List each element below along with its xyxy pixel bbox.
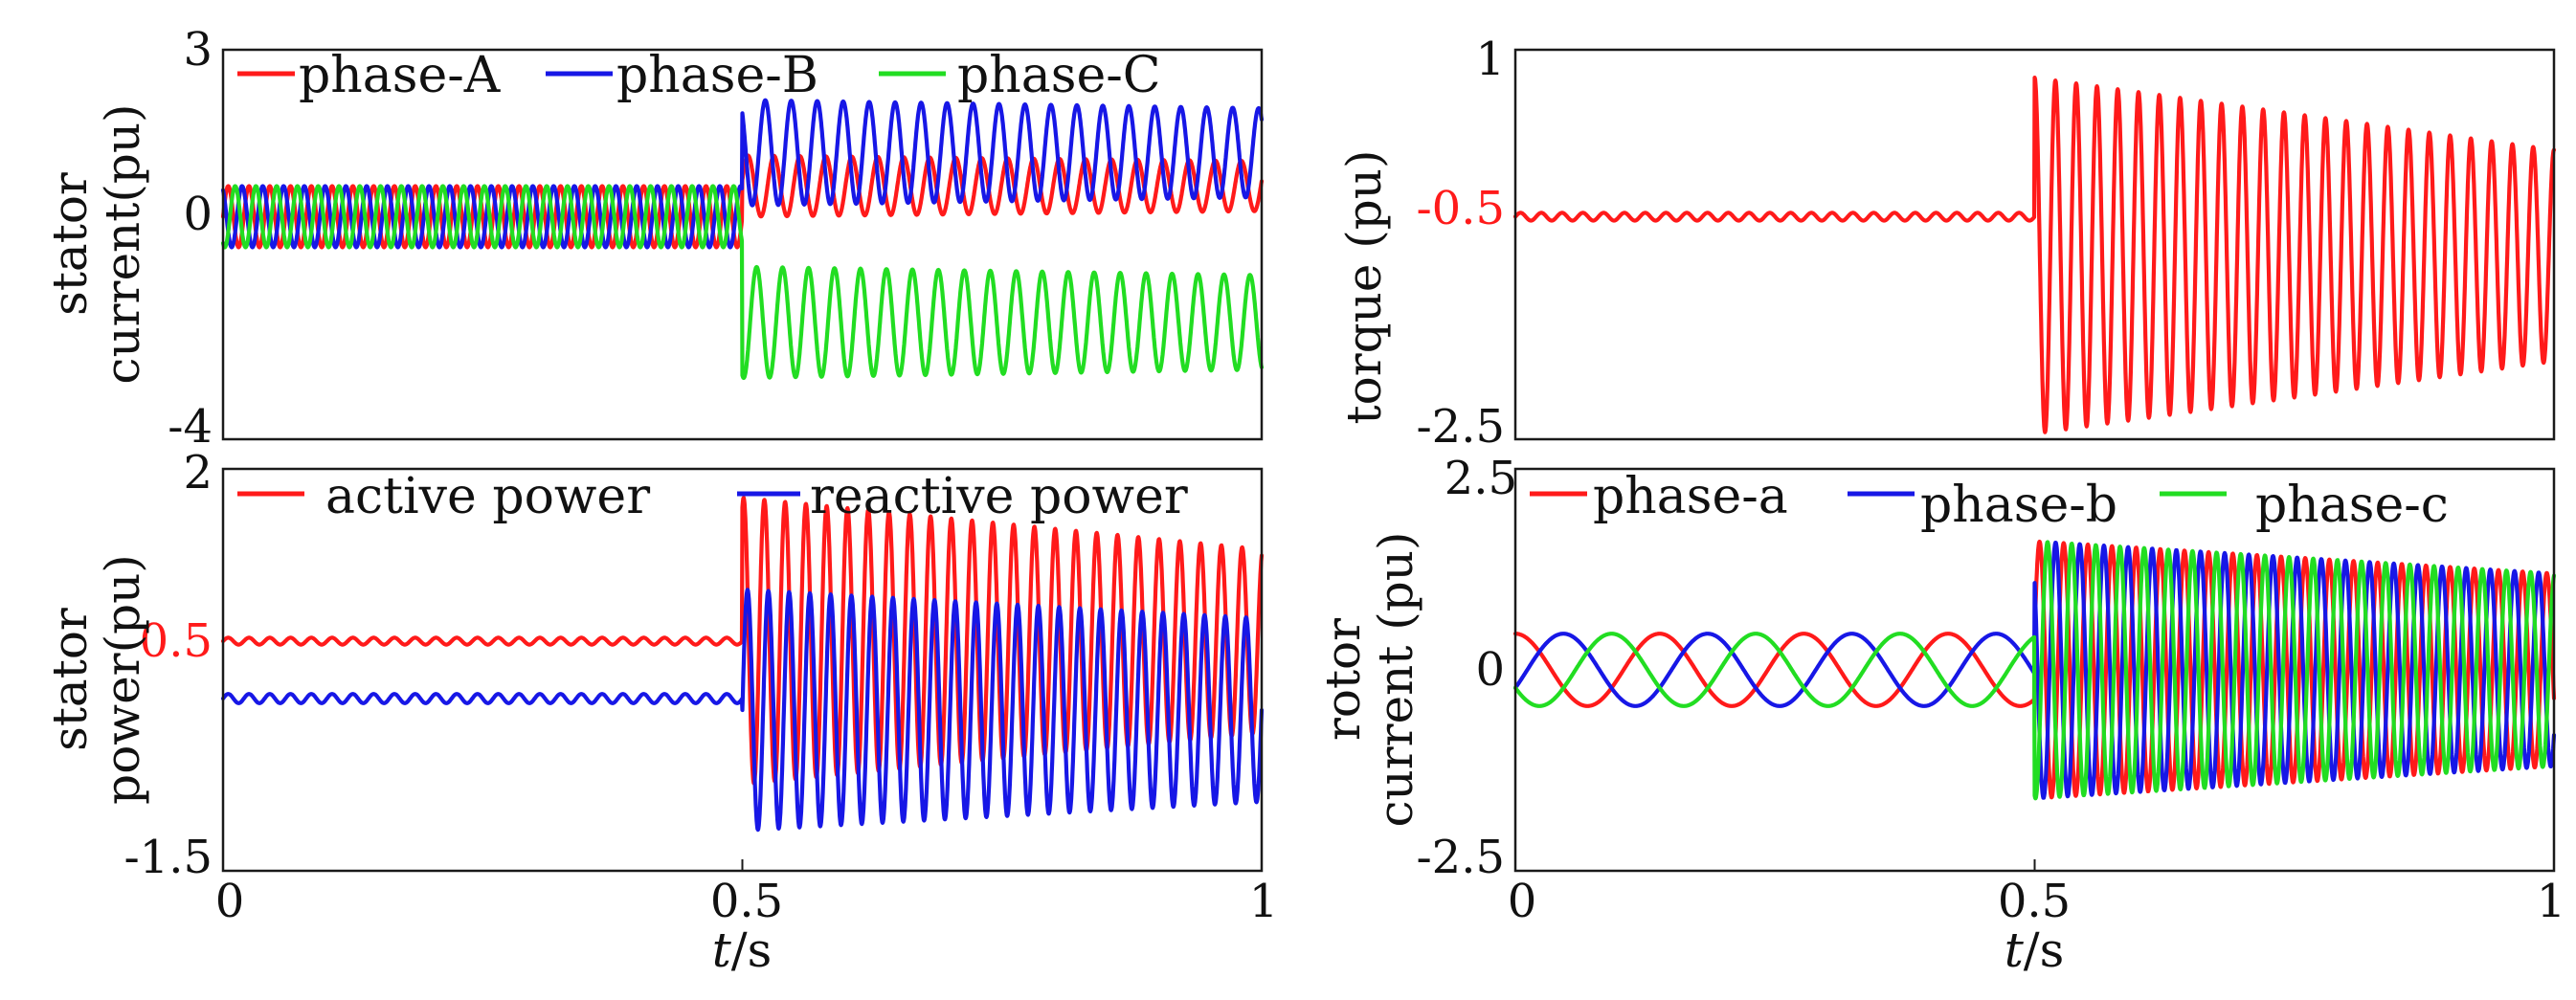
xlabel-italic: t [2005, 922, 2025, 978]
xlabel-italic: t [712, 922, 732, 978]
legend-rotor-current: phase-a phase-b phase-c [1530, 468, 2449, 534]
ylabel-line1: stator [42, 172, 98, 316]
series-layer-stator-current [220, 98, 1265, 381]
series-layer-rotor-current [1512, 539, 2557, 801]
ytick-label: 2.5 [1445, 452, 1517, 505]
series-torque [1512, 76, 2557, 434]
ytick-label: 1 [1475, 33, 1505, 86]
xtick-label: 1 [2537, 875, 2566, 928]
xlabel: t/s [2005, 922, 2065, 978]
series-phase-c [220, 184, 1265, 381]
ytick-label: -2.5 [1416, 831, 1505, 884]
plot-area-stator-current [220, 48, 1265, 441]
legend-label-phase-c: phase-c [2255, 477, 2449, 534]
frame-torque [1513, 48, 2556, 441]
series-layer-torque [1512, 76, 2557, 434]
series-reactive-power [220, 588, 1265, 833]
xtick-label: 0.5 [1998, 875, 2071, 928]
legend-label-phase-B: phase-B [616, 47, 818, 104]
ytick-label: 3 [183, 23, 213, 77]
xtick-label: 1 [1249, 875, 1279, 928]
ytick-label: -1.5 [123, 831, 213, 884]
ytick-label: -4 [168, 400, 213, 454]
ytick-label: -2.5 [1416, 400, 1505, 454]
panel-rotor-current: 2.5 0 -2.5 0 0.5 1 t/s rotor current (pu… [1315, 452, 2565, 978]
legend-label-active-power: active power [325, 468, 650, 525]
legend-stator-power: active power reactive power [237, 468, 1188, 525]
ytick-label-highlight: -0.5 [1416, 182, 1505, 235]
xtick-label: 0 [215, 875, 245, 928]
ylabel-line2: current (pu) [1368, 531, 1423, 827]
series-phase-b [220, 98, 1265, 250]
xlabel-unit: /s [731, 922, 773, 978]
frame-stator-current [221, 48, 1264, 441]
series-phase-b [1512, 541, 2557, 800]
ylabel-line1: stator [42, 608, 98, 751]
legend-label-reactive-power: reactive power [810, 468, 1188, 525]
ylabel-line1: rotor [1315, 618, 1371, 741]
legend-label-phase-C: phase-C [957, 47, 1161, 104]
plot-area-stator-power [220, 467, 1265, 873]
panel-torque: 1 -0.5 -2.5 torque (pu) [1336, 33, 2557, 454]
ytick-label: 0 [183, 188, 213, 241]
xlabel-unit: /s [2024, 922, 2065, 978]
series-phase-c [1512, 540, 2557, 801]
legend-label-phase-A: phase-A [299, 47, 502, 104]
ylabel: torque (pu) [1336, 149, 1392, 424]
xtick-label: 0 [1508, 875, 1537, 928]
legend-label-phase-a: phase-a [1593, 468, 1788, 525]
ylabel-line2: power(pu) [95, 554, 150, 805]
series-layer-stator-power [220, 496, 1265, 833]
panel-stator-current: 3 0 -4 stator current(pu) phase-A phase-… [42, 23, 1265, 454]
xtick-label: 0.5 [710, 875, 783, 928]
plot-area-torque [1512, 48, 2557, 441]
ytick-label-highlight: 0.5 [140, 614, 213, 668]
xlabel: t/s [712, 922, 773, 978]
ylabel-line2: current(pu) [95, 103, 150, 384]
series-active-power [220, 496, 1265, 786]
panel-stator-power: 2 0.5 -1.5 0 0.5 1 t/s stator power(pu) … [42, 446, 1278, 978]
ytick-label: 0 [1475, 643, 1505, 697]
legend-label-phase-b: phase-b [1920, 477, 2117, 534]
ytick-label: 2 [183, 446, 213, 500]
legend-stator-current: phase-A phase-B phase-C [237, 47, 1161, 104]
